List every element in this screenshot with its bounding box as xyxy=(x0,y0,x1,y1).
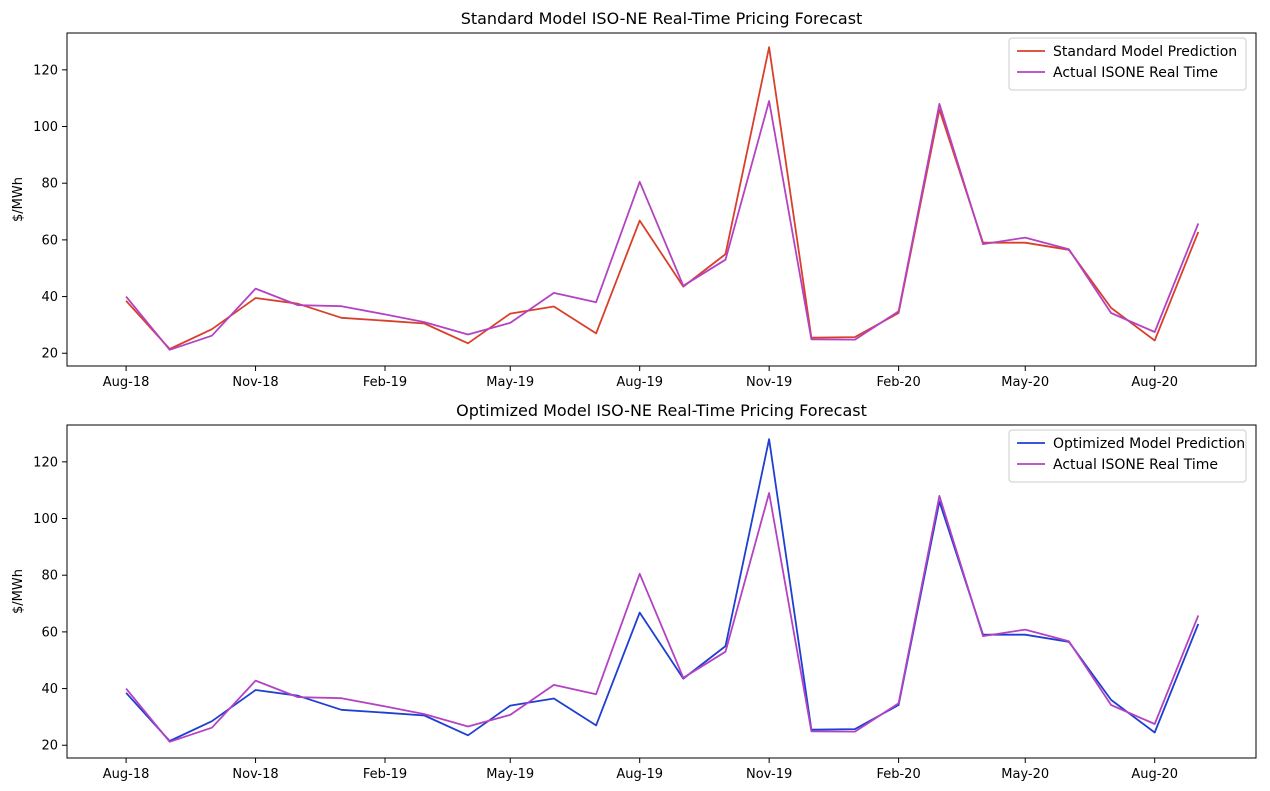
x-tick-label: Nov-19 xyxy=(746,767,792,782)
y-tick-label: 80 xyxy=(41,177,58,192)
y-tick-label: 40 xyxy=(41,290,58,305)
x-tick-label: May-19 xyxy=(486,767,534,782)
y-tick-label: 120 xyxy=(33,455,58,470)
series-line-actual xyxy=(125,492,1200,743)
legend: Optimized Model Prediction Actual ISONE R… xyxy=(1008,429,1247,483)
x-tick-label: Aug-20 xyxy=(1131,767,1178,782)
x-tick-label: Feb-20 xyxy=(876,375,920,390)
y-tick-label: 100 xyxy=(33,512,58,527)
y-tick-label: 60 xyxy=(41,233,58,248)
series-line-prediction xyxy=(125,46,1200,350)
x-tick-label: Aug-18 xyxy=(103,767,150,782)
x-tick-label: May-19 xyxy=(486,375,534,390)
y-tick-label: 120 xyxy=(33,63,58,78)
y-tick-label: 100 xyxy=(33,120,58,135)
legend-box xyxy=(1008,429,1247,483)
legend-label: Actual ISONE Real Time xyxy=(1053,65,1218,81)
x-tick-label: Nov-18 xyxy=(232,375,278,390)
plot-frame xyxy=(66,32,1257,367)
x-tick-label: Feb-19 xyxy=(363,767,407,782)
x-tick-label: Aug-19 xyxy=(616,767,663,782)
y-tick-label: 20 xyxy=(41,739,58,754)
x-tick-label: Nov-19 xyxy=(746,375,792,390)
legend: Standard Model Prediction Actual ISONE Re… xyxy=(1008,37,1247,91)
series-line-actual xyxy=(125,100,1200,351)
y-tick-label: 40 xyxy=(41,682,58,697)
chart-title: Standard Model ISO-NE Real-Time Pricing … xyxy=(461,9,863,28)
legend-label: Actual ISONE Real Time xyxy=(1053,457,1218,473)
x-tick-label: Nov-18 xyxy=(232,767,278,782)
x-tick-label: Feb-20 xyxy=(876,767,920,782)
legend-box xyxy=(1008,37,1247,91)
plot-frame xyxy=(66,424,1257,759)
standard-model-chart: Standard Model ISO-NE Real-Time Pricing … xyxy=(11,9,1257,390)
legend-label: Optimized Model Prediction xyxy=(1053,436,1245,452)
y-tick-label: 60 xyxy=(41,625,58,640)
x-tick-label: May-20 xyxy=(1001,375,1049,390)
x-tick-label: Aug-20 xyxy=(1131,375,1178,390)
y-tick-label: 20 xyxy=(41,347,58,362)
x-tick-label: May-20 xyxy=(1001,767,1049,782)
legend-label: Standard Model Prediction xyxy=(1053,44,1237,60)
chart-title: Optimized Model ISO-NE Real-Time Pricing… xyxy=(456,401,867,420)
series-line-prediction xyxy=(125,438,1200,742)
y-axis-label: $/MWh xyxy=(11,177,26,222)
x-tick-label: Feb-19 xyxy=(363,375,407,390)
optimized-model-chart: Optimized Model ISO-NE Real-Time Pricing… xyxy=(11,401,1257,782)
x-tick-label: Aug-18 xyxy=(103,375,150,390)
y-axis-label: $/MWh xyxy=(11,569,26,614)
x-tick-label: Aug-19 xyxy=(616,375,663,390)
y-tick-label: 80 xyxy=(41,569,58,584)
